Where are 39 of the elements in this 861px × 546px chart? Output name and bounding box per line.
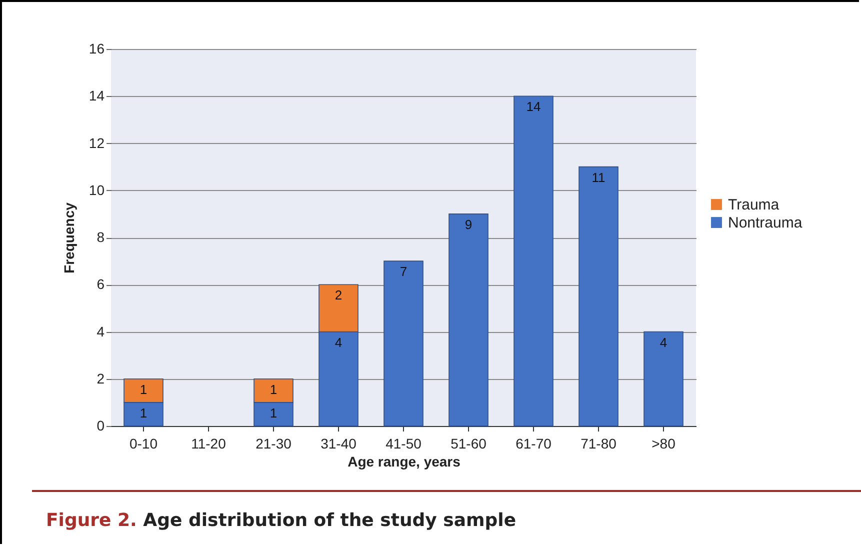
text: Figure 2. Age distribution of the study sample [46, 510, 516, 531]
legend-label: Nontrauma [728, 214, 803, 232]
y-tick-label: 16 [88, 40, 105, 56]
y-tick-label: 12 [88, 134, 105, 151]
y-tick-label: 6 [96, 276, 105, 292]
data-label: 11 [592, 170, 606, 185]
x-tick-label: 51-60 [450, 436, 487, 452]
x-tick-label: 41-50 [386, 436, 422, 452]
data-label: 1 [140, 405, 148, 420]
bar [578, 166, 618, 426]
bar [644, 331, 684, 426]
y-tick-label: 0 [96, 418, 105, 434]
data-label: 1 [270, 382, 278, 397]
y-tick-label: 8 [96, 229, 105, 245]
y-tick-label: 4 [96, 323, 105, 340]
x-tick-label: >80 [652, 436, 676, 452]
data-label: 14 [526, 99, 541, 114]
x-tick-label: 11-20 [191, 436, 226, 452]
y-tick-label: 10 [88, 182, 105, 198]
x-tick-label: 61-70 [516, 436, 552, 452]
data-label: 4 [334, 334, 342, 350]
data-label: 9 [464, 216, 472, 232]
x-tick-label: 21-30 [256, 436, 292, 452]
y-axis-title: Frequency [60, 202, 77, 274]
bar [514, 96, 554, 426]
data-label: 2 [334, 288, 342, 303]
x-tick-label: 71-80 [580, 436, 617, 452]
y-tick-label: 14 [88, 88, 105, 104]
data-label: 1 [140, 382, 148, 397]
legend-label: Trauma [728, 196, 780, 214]
bar [448, 214, 488, 426]
x-tick-label: 0-10 [129, 436, 158, 452]
x-axis-title: Age range, years [348, 454, 461, 470]
y-tick-label: 2 [96, 370, 105, 386]
data-label: 1 [270, 405, 278, 420]
data-label: 7 [400, 264, 408, 280]
bar [384, 260, 424, 426]
data-label: 4 [660, 334, 668, 350]
x-tick-label: 31-40 [320, 436, 357, 452]
